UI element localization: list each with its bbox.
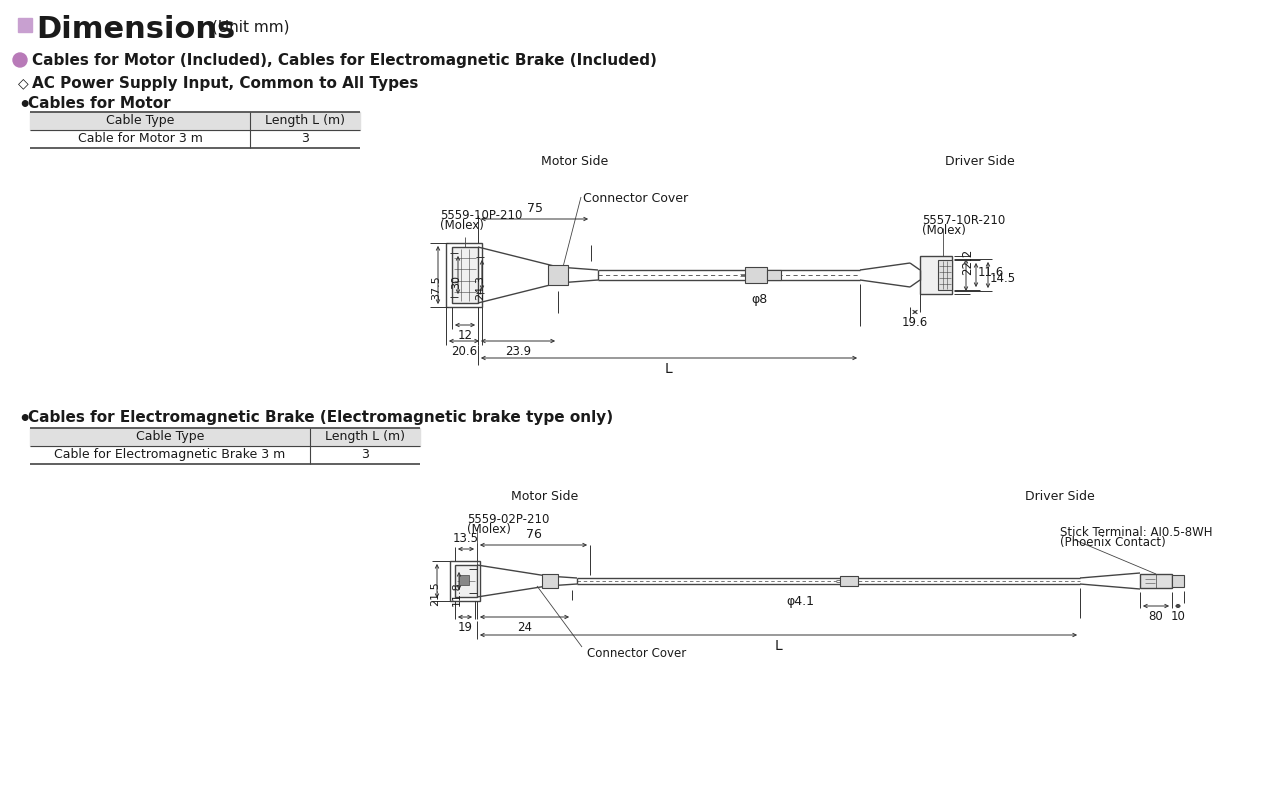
Text: L: L (774, 639, 782, 653)
Bar (938, 260, 952, 290)
Bar (460, 575, 468, 585)
Text: 21.5: 21.5 (430, 581, 440, 606)
Text: Dimensions: Dimensions (36, 15, 236, 44)
Bar (451, 561, 480, 601)
Text: (Molex): (Molex) (922, 224, 966, 237)
Text: 24.3: 24.3 (475, 275, 485, 300)
Text: 19.6: 19.6 (902, 316, 928, 329)
Text: •: • (18, 410, 31, 429)
Text: 23.9: 23.9 (504, 345, 531, 358)
Text: (Molex): (Molex) (440, 219, 484, 232)
Text: 13.5: 13.5 (453, 532, 479, 545)
Text: Driver Side: Driver Side (1025, 490, 1094, 503)
Text: Cable for Motor 3 m: Cable for Motor 3 m (78, 132, 202, 145)
Text: 24: 24 (517, 621, 532, 634)
Bar (454, 565, 477, 597)
Text: AC Power Supply Input, Common to All Types: AC Power Supply Input, Common to All Typ… (32, 76, 419, 91)
Text: 3: 3 (301, 132, 308, 145)
Text: Cables for Motor: Cables for Motor (28, 96, 170, 111)
Text: Length L (m): Length L (m) (265, 114, 346, 127)
Text: 11.6: 11.6 (978, 266, 1005, 280)
Text: 37.5: 37.5 (431, 275, 442, 300)
Text: 20.6: 20.6 (451, 345, 477, 358)
Text: (Molex): (Molex) (467, 523, 511, 536)
Text: φ4.1: φ4.1 (786, 595, 814, 608)
Text: Connector Cover: Connector Cover (588, 647, 686, 660)
Bar (920, 256, 952, 294)
Text: •: • (18, 96, 31, 115)
Text: 12: 12 (457, 329, 472, 342)
Text: Cable Type: Cable Type (106, 114, 174, 127)
Text: 80: 80 (1148, 610, 1164, 623)
Text: 19: 19 (457, 621, 472, 634)
Bar (840, 576, 858, 586)
Circle shape (13, 53, 27, 67)
Bar (445, 243, 483, 307)
Text: 3: 3 (361, 448, 369, 461)
Text: 22.2: 22.2 (961, 249, 974, 275)
Text: φ8: φ8 (751, 293, 768, 306)
Text: ◇: ◇ (18, 76, 28, 90)
Text: 10: 10 (1171, 610, 1185, 623)
Text: Connector Cover: Connector Cover (582, 192, 689, 205)
Text: 11.8: 11.8 (452, 581, 462, 606)
Text: (Unit mm): (Unit mm) (212, 20, 289, 35)
Text: Stick Terminal: AI0.5-8WH: Stick Terminal: AI0.5-8WH (1060, 526, 1212, 539)
Bar (18, 18, 32, 32)
Bar (1172, 575, 1184, 587)
Bar (29, 428, 420, 446)
Text: 14.5: 14.5 (989, 273, 1016, 285)
Text: Motor Side: Motor Side (541, 155, 608, 168)
Text: Cable Type: Cable Type (136, 430, 205, 443)
Text: 5559-02P-210: 5559-02P-210 (467, 513, 549, 526)
Text: 30: 30 (451, 275, 461, 289)
Bar (1140, 574, 1172, 588)
Text: 75: 75 (526, 202, 543, 215)
Text: L: L (666, 362, 673, 376)
Bar (745, 267, 767, 283)
Text: Motor Side: Motor Side (512, 490, 579, 503)
Bar (452, 247, 477, 303)
Bar (548, 265, 568, 285)
Text: Cables for Motor (Included), Cables for Electromagnetic Brake (Included): Cables for Motor (Included), Cables for … (32, 53, 657, 68)
Text: 5557-10R-210: 5557-10R-210 (922, 214, 1005, 227)
Bar (767, 270, 781, 280)
Text: Driver Side: Driver Side (945, 155, 1015, 168)
Bar (541, 574, 558, 588)
Bar (29, 112, 360, 130)
Text: 76: 76 (526, 528, 541, 541)
Text: (Phoenix Contact): (Phoenix Contact) (1060, 536, 1166, 549)
Text: Cables for Electromagnetic Brake (Electromagnetic brake type only): Cables for Electromagnetic Brake (Electr… (28, 410, 613, 425)
Text: Length L (m): Length L (m) (325, 430, 404, 443)
Text: 5559-10P-210: 5559-10P-210 (440, 209, 522, 222)
Text: Cable for Electromagnetic Brake 3 m: Cable for Electromagnetic Brake 3 m (54, 448, 285, 461)
